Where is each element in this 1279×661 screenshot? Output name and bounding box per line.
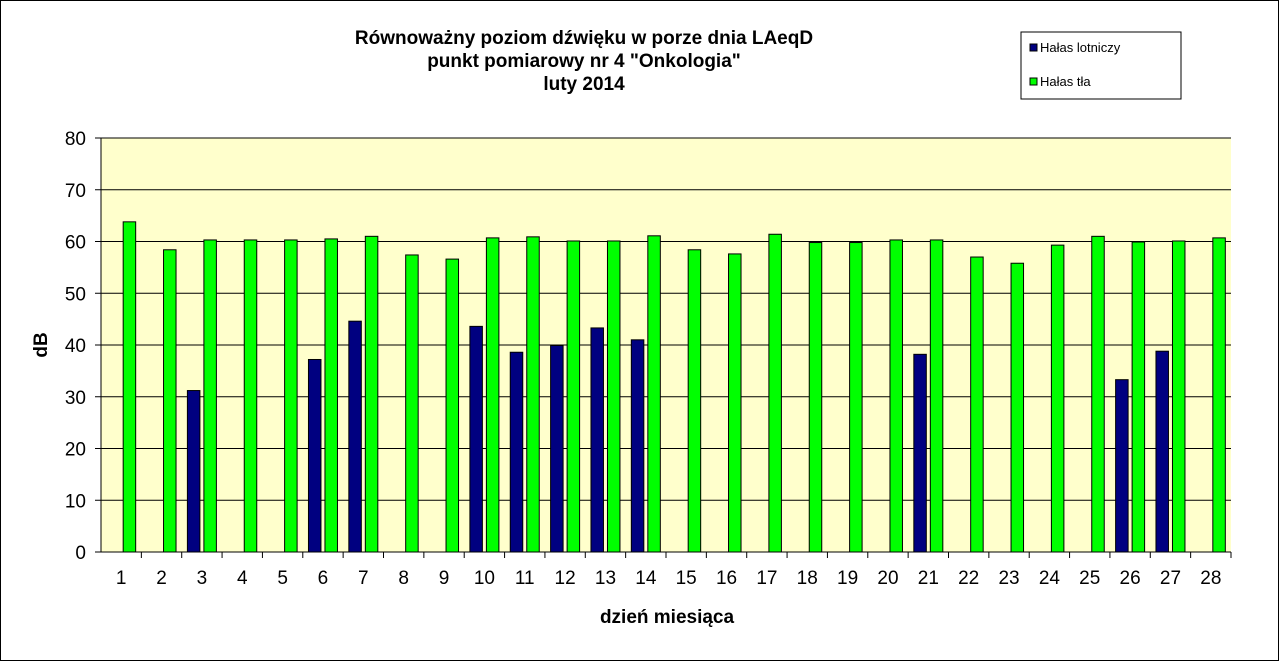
- bar-halas-tla-day-1: [122, 221, 137, 553]
- x-tick-label: 25: [1079, 568, 1100, 589]
- bar-halas-lotniczy-day-7: [348, 320, 362, 553]
- x-tick-label: 2: [156, 568, 167, 589]
- y-tick-label: 10: [65, 491, 86, 512]
- bar-halas-tla-day-24: [1050, 244, 1065, 553]
- bar-halas-tla-day-8: [405, 254, 419, 553]
- x-tick-label: 1: [116, 568, 127, 589]
- bar-halas-tla-day-25: [1091, 235, 1105, 553]
- legend-box: [1020, 31, 1182, 100]
- bar-halas-tla-day-5: [284, 239, 298, 553]
- legend: Hałas lotniczy Hałas tła: [1020, 31, 1182, 100]
- bar-halas-tla-day-11: [526, 236, 540, 553]
- bar-halas-lotniczy-day-12: [550, 345, 564, 553]
- x-tick-label: 18: [797, 568, 818, 589]
- bar-halas-tla-day-19: [849, 242, 863, 553]
- x-tick-label: 21: [918, 568, 939, 589]
- x-tick-label: 8: [398, 568, 409, 589]
- x-tick-label: 16: [716, 568, 737, 589]
- x-tick-label: 24: [1039, 568, 1061, 589]
- bar-halas-tla-day-15: [687, 249, 702, 553]
- x-tick-label: 12: [555, 568, 576, 589]
- legend-swatch-halas-tla: [1029, 77, 1038, 86]
- x-tick-label: 15: [676, 568, 697, 589]
- bar-halas-lotniczy-day-6: [307, 358, 322, 553]
- y-tick-label: 40: [65, 336, 86, 357]
- bar-halas-lotniczy-day-14: [630, 339, 645, 553]
- chart-title-line-2: punkt pomiarowy nr 4 "Onkologia": [427, 51, 741, 72]
- x-tick-label: 17: [756, 568, 777, 589]
- y-tick-label: 0: [75, 543, 86, 564]
- bar-halas-tla-day-2: [163, 249, 177, 553]
- x-axis-ticks: 1 2 3 4 5 6 7 8 9 10 11 12 13 14 15 16 17 18 19 20 21 22 23 24 2…: [116, 552, 1232, 589]
- x-tick-label: 20: [877, 568, 898, 589]
- y-tick-label: 60: [65, 233, 86, 254]
- x-tick-label: 28: [1200, 568, 1221, 589]
- bar-halas-tla-day-23: [1010, 262, 1025, 553]
- chart-title-line-1: Równoważny poziom dźwięku w porze dnia L…: [355, 28, 813, 49]
- x-tick-label: 10: [474, 568, 495, 589]
- x-tick-label: 6: [318, 568, 329, 589]
- bar-halas-lotniczy-day-10: [469, 325, 483, 553]
- bar-halas-lotniczy-day-26: [1115, 379, 1129, 553]
- x-axis-title: dzień miesiąca: [600, 607, 735, 628]
- bar-halas-lotniczy-day-3: [186, 390, 201, 553]
- bar-halas-tla-day-17: [768, 233, 782, 553]
- bar-halas-tla-day-6: [324, 238, 338, 553]
- y-tick-label: 30: [65, 388, 86, 409]
- x-tick-label: 11: [515, 568, 535, 589]
- bar-halas-lotniczy-day-21: [913, 353, 927, 553]
- bar-halas-tla-day-21: [929, 239, 944, 553]
- legend-label-halas-tla: Hałas tła: [1040, 74, 1091, 89]
- x-tick-label: 14: [635, 568, 657, 589]
- bar-halas-lotniczy-day-27: [1155, 350, 1169, 553]
- y-axis-title: dB: [31, 332, 52, 357]
- bar-halas-tla-day-26: [1131, 241, 1146, 553]
- bar-halas-tla-day-4: [243, 239, 258, 553]
- y-tick-label: 20: [65, 440, 86, 461]
- x-tick-label: 27: [1160, 568, 1181, 589]
- bar-halas-tla-day-27: [1171, 240, 1186, 553]
- bar-halas-tla-day-22: [970, 256, 984, 553]
- y-tick-label: 70: [65, 181, 86, 202]
- bar-halas-tla-day-12: [566, 240, 581, 553]
- y-axis-ticks: 0 10 20 30 40 50 60 70 80: [65, 129, 101, 564]
- x-tick-label: 26: [1120, 568, 1141, 589]
- bar-halas-tla-day-13: [606, 240, 621, 553]
- x-tick-label: 4: [237, 568, 248, 589]
- bar-halas-tla-day-28: [1212, 237, 1226, 553]
- x-tick-label: 19: [837, 568, 858, 589]
- x-tick-label: 3: [197, 568, 208, 589]
- chart-title-line-3: luty 2014: [543, 74, 625, 95]
- x-tick-label: 5: [277, 568, 288, 589]
- bar-halas-tla-day-16: [728, 253, 742, 553]
- x-tick-label: 9: [439, 568, 450, 589]
- bar-halas-lotniczy-day-11: [509, 351, 524, 553]
- bar-halas-tla-day-10: [485, 237, 500, 553]
- bar-halas-tla-day-7: [364, 235, 379, 553]
- legend-swatch-halas-lotniczy: [1029, 43, 1038, 52]
- bar-halas-tla-day-3: [203, 239, 217, 553]
- bar-halas-lotniczy-day-13: [590, 327, 604, 553]
- bar-halas-tla-day-20: [889, 239, 903, 553]
- bar-halas-tla-day-14: [647, 235, 661, 553]
- legend-label-halas-lotniczy: Hałas lotniczy: [1040, 40, 1121, 55]
- bar-halas-tla-day-18: [808, 242, 823, 553]
- x-tick-label: 23: [998, 568, 1019, 589]
- x-tick-label: 7: [358, 568, 369, 589]
- y-tick-label: 80: [65, 129, 86, 150]
- x-tick-label: 13: [595, 568, 616, 589]
- y-tick-label: 50: [65, 284, 86, 305]
- bar-halas-tla-day-9: [445, 258, 460, 553]
- x-tick-label: 22: [958, 568, 979, 589]
